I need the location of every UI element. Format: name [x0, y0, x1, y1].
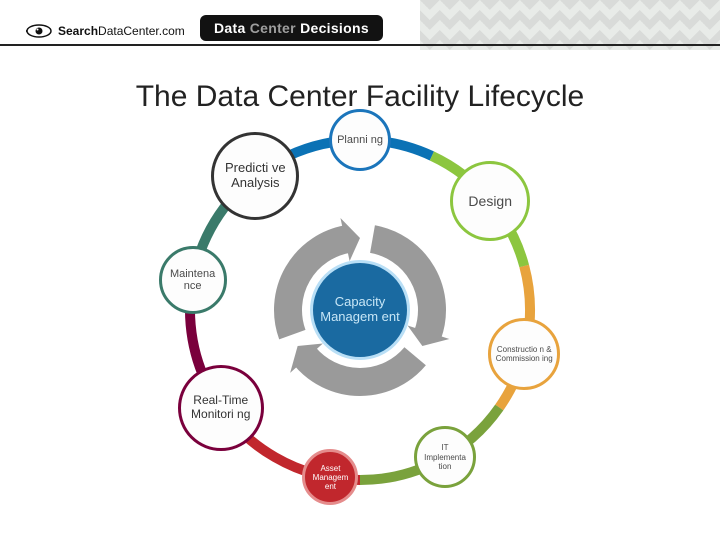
badge-text: Data Center Decisions [214, 20, 369, 36]
lifecycle-diagram: Capacity Managem ent Planni ng Design Const… [0, 110, 720, 540]
brand-logo: SearchDataCenter.com [26, 20, 185, 42]
node-planning: Planni ng [329, 109, 391, 171]
node-label-construction: Constructio n & Commission ing [495, 345, 553, 363]
node-maintenance: Maintena nce [159, 246, 227, 314]
node-label-maintenance: Maintena nce [166, 268, 220, 293]
node-label-asset-mgmt: Asset Managem ent [309, 464, 351, 492]
node-design: Design [450, 161, 530, 241]
badge-word-1: Data [214, 20, 246, 36]
node-it-impl: IT Implementa tion [414, 426, 476, 488]
header: SearchDataCenter.com Data Center Decisio… [0, 0, 720, 50]
node-construction: Constructio n & Commission ing [488, 318, 560, 390]
center-node: Capacity Managem ent [310, 260, 410, 360]
node-label-planning: Planni ng [337, 134, 383, 147]
node-label-realtime: Real-Time Monitori ng [185, 394, 257, 422]
badge-word-2: Center [246, 20, 301, 36]
eye-icon [26, 23, 52, 39]
node-predictive: Predicti ve Analysis [211, 132, 299, 220]
node-label-it-impl: IT Implementa tion [421, 443, 469, 471]
cycle-arrow-body-1 [305, 356, 415, 382]
header-pattern [420, 0, 720, 50]
brand-bold: Search [58, 24, 98, 38]
brand-rest: DataCenter.com [98, 24, 185, 38]
brand-text: SearchDataCenter.com [58, 24, 185, 38]
node-realtime: Real-Time Monitori ng [178, 365, 264, 451]
header-rule [0, 44, 720, 46]
node-label-predictive: Predicti ve Analysis [218, 161, 292, 191]
center-label: Capacity Managem ent [313, 295, 407, 325]
badge: Data Center Decisions [200, 15, 383, 41]
node-label-design: Design [468, 193, 512, 209]
badge-word-3: Decisions [300, 20, 369, 36]
